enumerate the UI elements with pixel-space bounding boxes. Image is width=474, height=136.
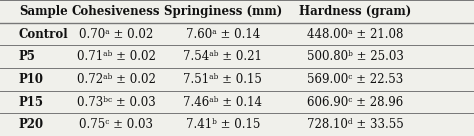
Text: 0.72ᵃᵇ ± 0.02: 0.72ᵃᵇ ± 0.02 [77, 73, 155, 86]
Text: 7.51ᵃᵇ ± 0.15: 7.51ᵃᵇ ± 0.15 [183, 73, 262, 86]
Text: P10: P10 [19, 73, 44, 86]
Text: 448.00ᵃ ± 21.08: 448.00ᵃ ± 21.08 [307, 27, 404, 41]
Text: P20: P20 [19, 118, 44, 131]
Text: Sample: Sample [19, 5, 68, 18]
Text: 569.00ᶜ ± 22.53: 569.00ᶜ ± 22.53 [307, 73, 404, 86]
Text: 0.73ᵇᶜ ± 0.03: 0.73ᵇᶜ ± 0.03 [77, 95, 155, 109]
Text: 7.60ᵃ ± 0.14: 7.60ᵃ ± 0.14 [186, 27, 260, 41]
Text: 0.75ᶜ ± 0.03: 0.75ᶜ ± 0.03 [79, 118, 153, 131]
Text: Control: Control [19, 27, 69, 41]
Text: P15: P15 [19, 95, 44, 109]
Text: 0.71ᵃᵇ ± 0.02: 0.71ᵃᵇ ± 0.02 [77, 50, 155, 63]
Text: 7.54ᵃᵇ ± 0.21: 7.54ᵃᵇ ± 0.21 [183, 50, 262, 63]
Text: 728.10ᵈ ± 33.55: 728.10ᵈ ± 33.55 [307, 118, 404, 131]
Text: Springiness (mm): Springiness (mm) [164, 5, 282, 18]
Text: 0.70ᵃ ± 0.02: 0.70ᵃ ± 0.02 [79, 27, 153, 41]
Text: 500.80ᵇ ± 25.03: 500.80ᵇ ± 25.03 [307, 50, 404, 63]
Text: P5: P5 [19, 50, 36, 63]
Text: 7.46ᵃᵇ ± 0.14: 7.46ᵃᵇ ± 0.14 [183, 95, 262, 109]
Text: Cohesiveness: Cohesiveness [72, 5, 160, 18]
Text: 606.90ᶜ ± 28.96: 606.90ᶜ ± 28.96 [307, 95, 404, 109]
Text: Hardness (gram): Hardness (gram) [300, 5, 411, 18]
Text: 7.41ᵇ ± 0.15: 7.41ᵇ ± 0.15 [186, 118, 260, 131]
